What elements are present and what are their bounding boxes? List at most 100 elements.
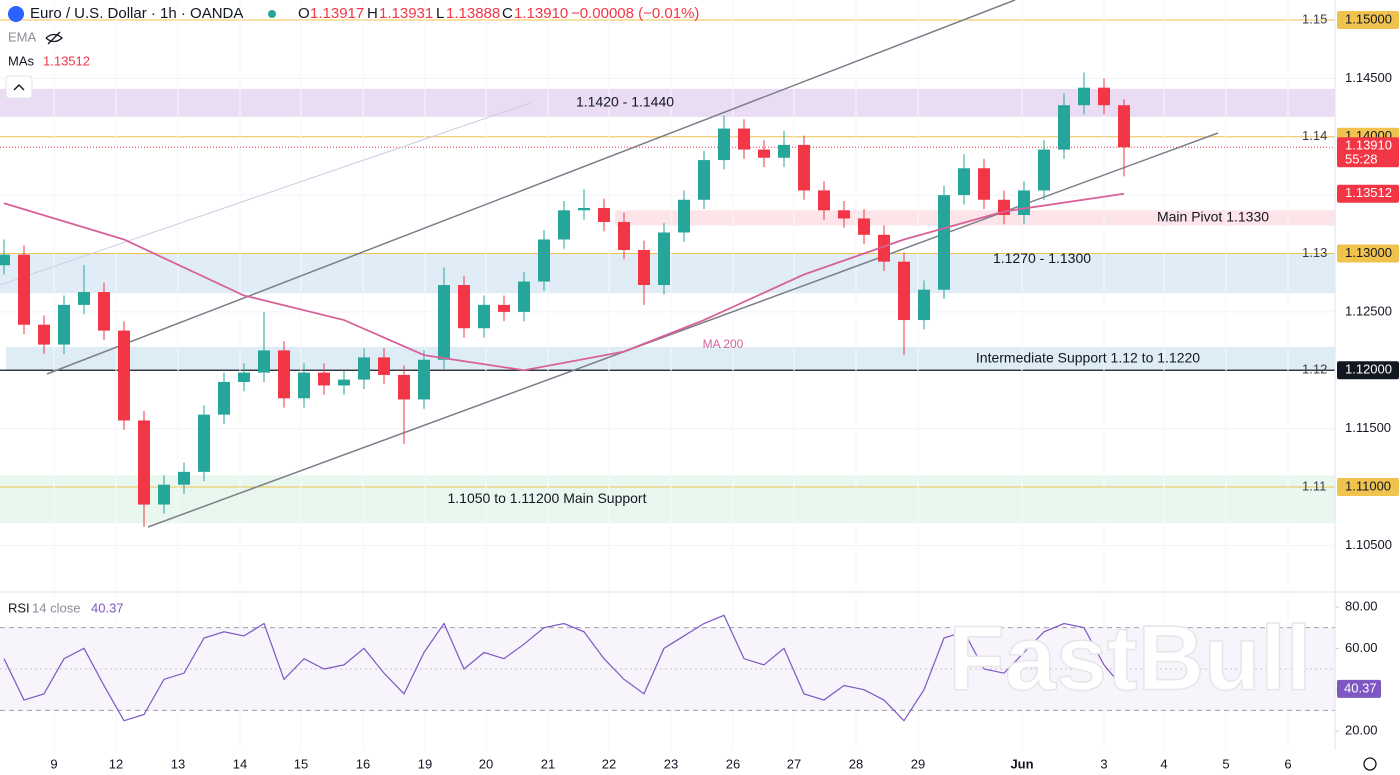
labels-layer: Euro / U.S. Dollar · 1h · OANDA O 1.1391… — [5, 5, 1399, 771]
settings-icon[interactable] — [1363, 757, 1377, 771]
candle-body — [238, 372, 250, 382]
zone — [0, 88, 1335, 117]
candle-body — [938, 195, 950, 290]
y-tick-label: 20.00 — [1345, 722, 1378, 737]
candle-body — [638, 249, 650, 286]
chevron-icon — [13, 84, 25, 91]
hide-icon[interactable] — [45, 31, 63, 45]
level-label: 1.14 — [1302, 128, 1327, 143]
x-tick-label: 9 — [50, 756, 57, 771]
x-tick-label: 4 — [1160, 756, 1167, 771]
candle-body — [858, 218, 870, 235]
candle-body — [1118, 105, 1130, 148]
rsi-title: RSI — [8, 600, 30, 615]
candle-body — [1038, 149, 1050, 191]
rsi-value: 40.37 — [91, 600, 124, 615]
price-badge — [1337, 478, 1399, 497]
x-tick-label: 22 — [602, 756, 616, 771]
x-tick-label: 19 — [418, 756, 432, 771]
candle-body — [738, 128, 750, 150]
y-tick-label: 1.10500 — [1345, 537, 1392, 552]
ma-value: 1.13512 — [1345, 185, 1392, 200]
candle-body — [818, 190, 830, 211]
zone — [615, 210, 1335, 226]
candle-body — [38, 324, 50, 345]
candle-body — [958, 168, 970, 196]
last-price: 1.13910 — [1345, 138, 1392, 153]
candle-body — [258, 350, 270, 373]
candle-body — [578, 207, 590, 211]
rsi-params: 14 close — [32, 600, 80, 615]
candle-body — [178, 471, 190, 485]
marks-layer — [0, 72, 1130, 722]
x-tick-label: 23 — [664, 756, 678, 771]
x-tick-label: 3 — [1100, 756, 1107, 771]
candle-body — [518, 281, 530, 312]
candle-body — [298, 372, 310, 399]
candle-body — [898, 261, 910, 321]
candle-body — [398, 374, 410, 400]
ohlc-value: 1.13910 — [514, 5, 568, 22]
ohlc-key: H — [367, 5, 378, 22]
candle-body — [438, 285, 450, 360]
candle-body — [838, 210, 850, 219]
symbol-icon — [8, 6, 24, 22]
candle-body — [18, 254, 30, 325]
y-tick-label: 1.15000 — [1345, 11, 1392, 26]
zone-label: 1.1270 - 1.1300 — [993, 250, 1091, 266]
y-tick-label: 80.00 — [1345, 598, 1378, 613]
ohlc-key: L — [436, 5, 444, 22]
x-tick-label: 21 — [541, 756, 555, 771]
ma-line — [3, 192, 1125, 372]
zone-label: 1.1420 - 1.1440 — [576, 94, 674, 110]
countdown: 55:28 — [1345, 152, 1378, 167]
candle-body — [1018, 190, 1030, 215]
x-tick-label: 29 — [911, 756, 925, 771]
candle-body — [198, 414, 210, 472]
candle-body — [778, 144, 790, 158]
candle-body — [558, 210, 570, 240]
y-tick-label: 1.13000 — [1345, 245, 1392, 260]
candle-body — [618, 221, 630, 250]
rsi-badge — [1337, 679, 1381, 698]
price-badge — [1337, 244, 1399, 263]
price-badge — [1337, 361, 1399, 380]
ma-badge — [1337, 184, 1399, 203]
collapse-button[interactable] — [5, 75, 33, 99]
candle-body — [538, 239, 550, 282]
trend-line — [0, 102, 531, 286]
trend-line — [46, 0, 1016, 375]
x-tick-label: 6 — [1284, 756, 1291, 771]
ma-value: 1.13512 — [43, 53, 90, 68]
candle-body — [1058, 105, 1070, 150]
candle-body — [218, 381, 230, 415]
indicator-name[interactable]: EMA — [8, 29, 37, 44]
candle-body — [378, 357, 390, 375]
x-tick-label: 27 — [787, 756, 801, 771]
zone-label: 1.1050 to 1.11200 Main Support — [447, 490, 646, 506]
candle-body — [98, 292, 110, 331]
ohlc-value: 1.13888 — [446, 5, 500, 22]
level-label: 1.12 — [1302, 362, 1327, 377]
zone — [0, 475, 1335, 524]
x-tick-label: 16 — [356, 756, 370, 771]
x-tick-label: 12 — [109, 756, 123, 771]
x-tick-label: 14 — [233, 756, 247, 771]
candle-body — [758, 149, 770, 158]
y-tick-label: 1.11000 — [1345, 478, 1391, 493]
rsi-line — [3, 614, 1125, 722]
candle-body — [278, 350, 290, 399]
candle-body — [58, 304, 70, 345]
y-tick-label: 1.14500 — [1345, 70, 1392, 85]
candle-body — [798, 144, 810, 191]
ma-label[interactable]: MAs — [8, 53, 35, 68]
y-tick-label: 1.11500 — [1345, 420, 1391, 435]
zone-label: Intermediate Support 1.12 to 1.1220 — [976, 349, 1200, 365]
x-tick-label: Jun — [1010, 756, 1033, 771]
candle-body — [478, 304, 490, 329]
candle-body — [78, 292, 90, 305]
candle-body — [338, 379, 350, 386]
x-tick-label: 28 — [849, 756, 863, 771]
